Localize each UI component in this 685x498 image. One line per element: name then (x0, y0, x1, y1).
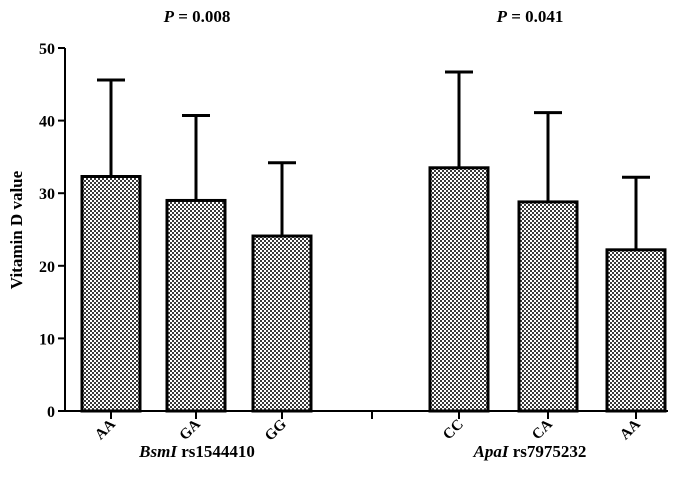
group-label-apai: ApaI rs7975232 (473, 442, 587, 461)
p-value-label-2: P = 0.041 (496, 7, 564, 26)
bar-ca (517, 200, 579, 413)
y-tick-label: 0 (47, 404, 55, 421)
y-tick-label: 50 (39, 41, 55, 58)
bars (80, 70, 667, 413)
x-axis: AA GA GG CC CA AA (65, 410, 668, 444)
snp-id-bsmi: rs1544410 (177, 442, 255, 461)
x-tick-label: AA (92, 416, 119, 443)
gene-name-bsmi: BsmI (138, 442, 178, 461)
bar-gg (251, 234, 313, 413)
y-axis-label: Vitamin D value (7, 170, 26, 289)
x-tick-label: GG (262, 416, 290, 444)
p-symbol-1: P (163, 7, 175, 26)
gene-name-apai: ApaI (473, 442, 510, 461)
p-value-2: = 0.041 (507, 7, 563, 26)
group-label-bsmi: BsmI rs1544410 (138, 442, 255, 461)
x-tick-label: GA (177, 416, 204, 443)
y-tick-label: 10 (39, 331, 55, 348)
bar-cc (428, 166, 490, 413)
p-symbol-2: P (496, 7, 508, 26)
x-tick-label: CA (529, 416, 556, 443)
bar-aa (605, 248, 667, 413)
y-axis: 0 10 20 30 40 50 (39, 41, 66, 421)
p-value-label-1: P = 0.008 (163, 7, 231, 26)
bar-aa (80, 175, 142, 413)
x-tick-label: AA (617, 416, 644, 443)
y-tick-label: 20 (39, 259, 55, 276)
p-value-1: = 0.008 (174, 7, 230, 26)
y-tick-label: 40 (39, 114, 55, 131)
y-tick-label: 30 (39, 186, 55, 203)
bar-ga (165, 198, 227, 413)
x-tick-label: CC (440, 417, 467, 444)
snp-id-apai: rs7975232 (509, 442, 587, 461)
